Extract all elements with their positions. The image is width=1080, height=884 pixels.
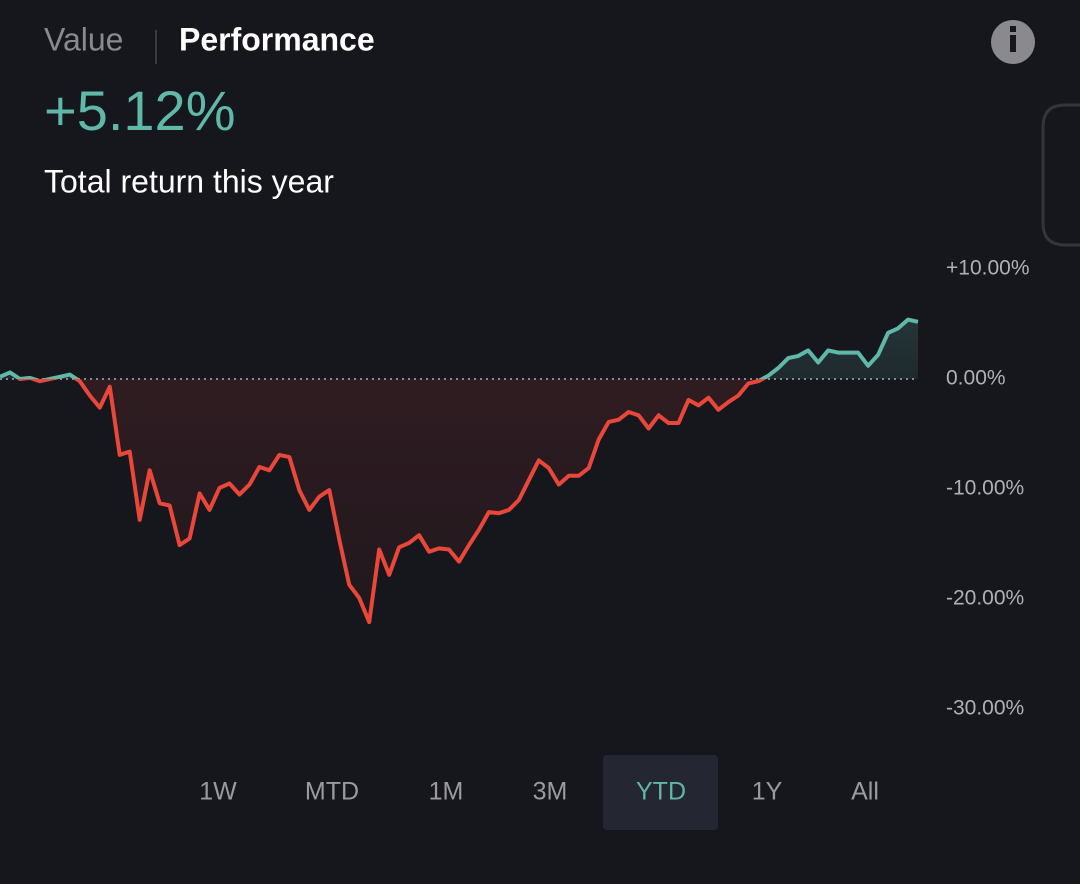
range-button[interactable]: 1Y <box>752 778 783 806</box>
tab[interactable]: Performance <box>179 21 375 57</box>
range-button[interactable]: 3M <box>533 778 568 806</box>
range-button[interactable]: 1M <box>429 778 464 806</box>
y-tick-label: -20.00% <box>946 587 1024 610</box>
line <box>0 317 919 625</box>
range-highlight <box>603 755 718 830</box>
y-tick-label: +10.00% <box>946 257 1030 280</box>
range-button[interactable]: All <box>851 778 879 806</box>
info-icon-dot <box>1010 26 1016 32</box>
range-button[interactable]: YTD <box>636 778 686 806</box>
y-tick-label: -10.00% <box>946 477 1024 500</box>
headline: +5.12% <box>44 79 236 142</box>
range-button[interactable]: MTD <box>305 778 359 806</box>
info-button[interactable] <box>991 20 1035 64</box>
subtitle: Total return this year <box>44 163 334 199</box>
y-tick-label: -30.00% <box>946 697 1024 720</box>
tab[interactable]: Value <box>44 21 123 57</box>
area <box>0 319 918 623</box>
range-button[interactable]: 1W <box>199 778 237 806</box>
info-icon-stem <box>1010 35 1016 52</box>
y-tick-label: 0.00% <box>946 367 1006 390</box>
side-handle <box>1041 103 1080 247</box>
